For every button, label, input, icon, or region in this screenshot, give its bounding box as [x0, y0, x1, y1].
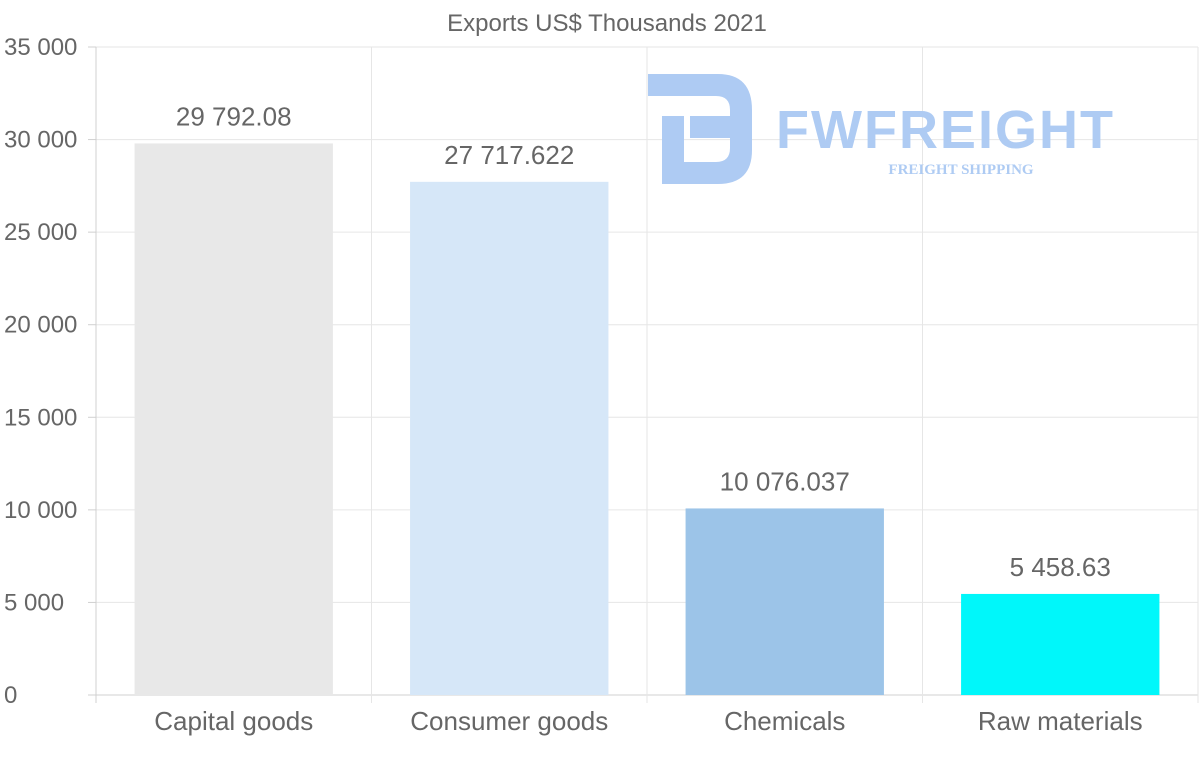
bar-capital-goods — [134, 143, 333, 696]
bars — [134, 143, 1160, 696]
bar-consumer-goods — [410, 181, 609, 696]
y-tick-label: 30 000 — [4, 127, 77, 154]
x-axis: Capital goods Consumer goods Chemicals Raw … — [154, 706, 1142, 736]
bar-chemicals — [685, 508, 884, 695]
y-tick-label: 5 000 — [4, 589, 64, 616]
chart-title: Exports US$ Thousands 2021 — [447, 10, 767, 37]
y-tick-label: 25 000 — [4, 219, 77, 246]
watermark-logo: FWFREIGHT FREIGHT SHIPPING — [648, 74, 1115, 184]
watermark-brand: FWFREIGHT — [776, 100, 1115, 160]
data-label: 5 458.63 — [1010, 552, 1111, 582]
x-tick-label: Capital goods — [154, 706, 313, 736]
data-labels: 29 792.08 27 717.622 10 076.037 5 458.63 — [176, 101, 1111, 582]
x-tick-label: Chemicals — [724, 706, 845, 736]
x-tick-label: Consumer goods — [410, 706, 608, 736]
y-tick-label: 0 — [4, 682, 17, 709]
data-label: 29 792.08 — [176, 101, 292, 131]
x-tick-label: Raw materials — [978, 706, 1143, 736]
y-tick-label: 35 000 — [4, 34, 77, 61]
bar-raw-materials — [961, 593, 1160, 695]
fwfreight-logo-icon — [648, 74, 752, 184]
watermark-tagline: FREIGHT SHIPPING — [888, 162, 1033, 178]
y-tick-label: 15 000 — [4, 404, 77, 431]
y-tick-label: 20 000 — [4, 312, 77, 339]
data-label: 10 076.037 — [720, 466, 850, 496]
y-tick-label: 10 000 — [4, 497, 77, 524]
y-axis: 0 5 000 10 000 15 000 20 000 25 000 30 000 35 0… — [4, 34, 96, 709]
data-label: 27 717.622 — [444, 140, 574, 170]
